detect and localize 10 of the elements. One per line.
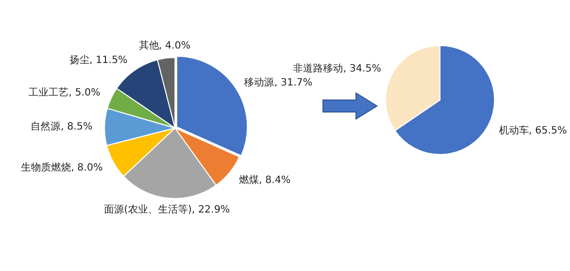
slice-label: 移动源, 31.7% (244, 76, 312, 89)
slice-label: 机动车, 65.5% (498, 124, 567, 137)
slice-label: 扬尘, 11.5% (69, 54, 128, 66)
slice-label: 生物质燃烧, 8.0% (20, 161, 103, 174)
slice-label: 面源(农业、生活等), 22.9% (104, 204, 230, 216)
slice-label: 其他, 4.0% (138, 40, 191, 52)
slice-label: 燃煤, 8.4% (238, 174, 291, 186)
slice-label: 自然源, 8.5% (30, 120, 93, 132)
slice-label: 工业工艺, 5.0% (28, 86, 100, 98)
slice-label: 非道路移动, 34.5% (293, 62, 382, 74)
